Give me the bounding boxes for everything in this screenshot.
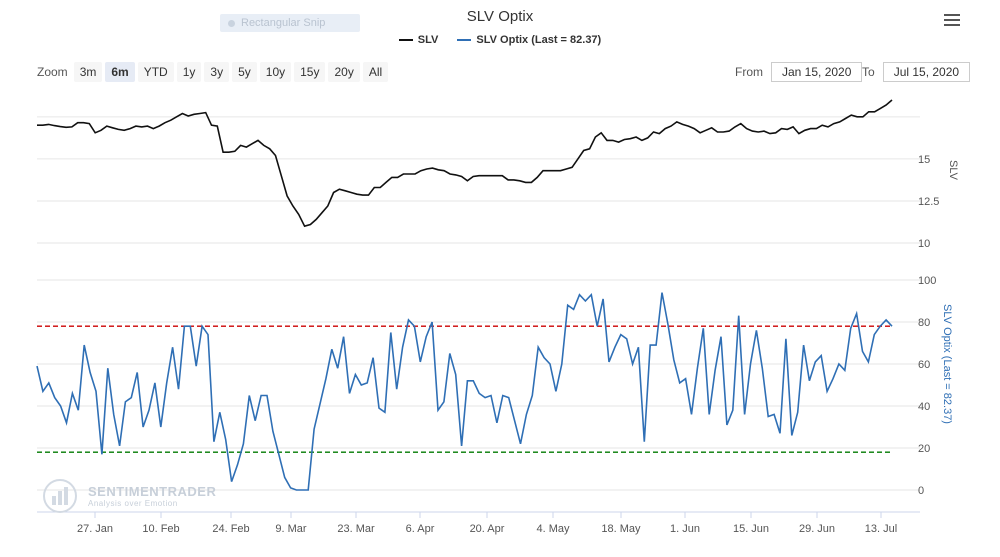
legend-item-slv[interactable]: SLV [398, 34, 439, 46]
optix-series-line[interactable] [36, 292, 893, 491]
to-date-input[interactable]: Jul 15, 2020 [882, 62, 971, 82]
gridlines [37, 116, 920, 513]
optix-axis-title: SLV Optix (Last = 82.37) [941, 304, 953, 424]
zoom-6m-button[interactable]: 6m [105, 62, 135, 82]
x-tick-label: 20. Apr [470, 523, 505, 535]
legend: SLV SLV Optix (Last = 82.37) [0, 34, 1000, 46]
zoom-1y-button[interactable]: 1y [176, 62, 202, 82]
x-tick-label: 18. May [601, 523, 641, 535]
watermark-tagline: Analysis over Emotion [88, 499, 178, 508]
optix-axis: 0 20 40 60 80 100 [918, 275, 936, 497]
x-tick-label: 23. Mar [337, 523, 375, 535]
x-tick-label: 27. Jan [77, 523, 113, 535]
x-tick-label: 24. Feb [212, 523, 249, 535]
x-tick-label: 29. Jun [799, 523, 835, 535]
legend-swatch-optix [457, 39, 472, 42]
zoom-15y-button[interactable]: 15y [294, 62, 326, 82]
snip-dot-icon [228, 19, 235, 27]
optix-tick-label: 20 [918, 443, 930, 455]
slv-tick-label: 12.5 [918, 196, 939, 208]
zoom-3m-button[interactable]: 3m [73, 62, 103, 82]
optix-tick-label: 40 [918, 401, 930, 413]
zoom-label: Zoom [37, 65, 68, 79]
x-tick-label: 4. May [536, 523, 570, 535]
watermark-brand: SENTIMENTRADER [88, 484, 217, 499]
from-label: From [735, 65, 763, 79]
from-date-input[interactable]: Jan 15, 2020 [771, 62, 863, 82]
to-label: To [862, 65, 875, 79]
x-axis: 27. Jan 10. Feb 24. Feb 9. Mar 23. Mar 6. Apr… [77, 512, 897, 535]
range-to: To Jul 15, 2020 [862, 62, 971, 82]
legend-label-optix: SLV Optix (Last = 82.37) [476, 34, 602, 46]
zoom-ytd-button[interactable]: YTD [137, 62, 174, 82]
chart-title: SLV Optix [466, 8, 534, 25]
snip-label: Rectangular Snip [241, 17, 326, 29]
optix-tick-label: 60 [918, 359, 930, 371]
zoom-bar: Zoom 3m 6m YTD 1y 3y 5y 10y 15y 20y All [37, 62, 391, 82]
x-tick-label: 6. Apr [406, 523, 435, 535]
zoom-20y-button[interactable]: 20y [328, 62, 360, 82]
legend-label-slv: SLV [417, 34, 439, 46]
zoom-3y-button[interactable]: 3y [204, 62, 230, 82]
rectangular-snip-overlay: Rectangular Snip [220, 14, 360, 32]
legend-item-optix[interactable]: SLV Optix (Last = 82.37) [457, 34, 601, 46]
zoom-5y-button[interactable]: 5y [232, 62, 257, 82]
x-tick-label: 13. Jul [865, 523, 897, 535]
slv-axis: 10 12.5 15 [918, 154, 939, 250]
optix-tick-label: 100 [918, 275, 936, 287]
x-tick-label: 9. Mar [275, 523, 307, 535]
x-tick-label: 10. Feb [142, 523, 179, 535]
hamburger-menu-icon[interactable] [944, 14, 960, 28]
sentimentrader-logo-icon [43, 479, 77, 513]
slv-series-line[interactable] [37, 99, 893, 228]
zoom-all-button[interactable]: All [362, 62, 389, 82]
slv-axis-title: SLV [947, 160, 959, 181]
x-tick-label: 15. Jun [733, 523, 769, 535]
slv-tick-label: 10 [918, 238, 930, 250]
optix-tick-label: 0 [918, 485, 924, 497]
slv-tick-label: 15 [918, 154, 930, 166]
reference-lines [37, 325, 892, 453]
x-tick-label: 1. Jun [670, 523, 700, 535]
legend-swatch-slv [398, 39, 413, 42]
zoom-10y-button[interactable]: 10y [259, 62, 292, 82]
range-from: From Jan 15, 2020 [735, 62, 863, 82]
optix-tick-label: 80 [918, 317, 930, 329]
